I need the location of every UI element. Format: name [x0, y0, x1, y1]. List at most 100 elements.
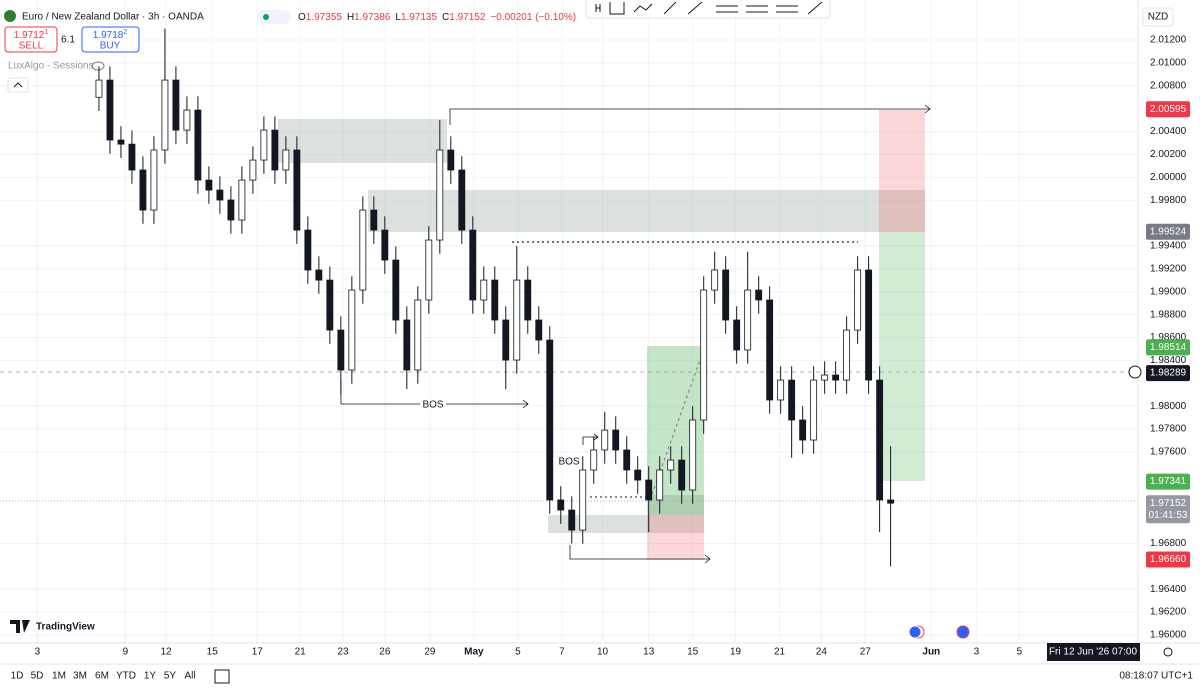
price-label-bg	[1146, 495, 1190, 524]
sell-price: 1.97121	[14, 29, 49, 41]
indicator: LuxAlgo - Sessions	[8, 61, 94, 72]
y-tick-label: 1.96800	[1150, 538, 1187, 549]
range-button[interactable]: 5Y	[164, 671, 177, 682]
candle-body	[128, 143, 136, 171]
zone	[650, 495, 704, 515]
y-tick-label: 1.98000	[1150, 401, 1187, 412]
candle-body	[348, 289, 356, 371]
candle-body	[194, 109, 202, 181]
price-label-bg	[1146, 223, 1190, 240]
price-label: 1.99524	[1150, 226, 1187, 237]
tool-icon[interactable]	[633, 3, 653, 13]
candle-body	[183, 109, 191, 131]
ohlc-key: L	[395, 12, 401, 23]
range-button[interactable]: 1D	[11, 671, 24, 682]
event-icon	[908, 625, 922, 639]
tool-icon[interactable]	[663, 1, 677, 15]
y-tick-label: 1.97800	[1150, 424, 1187, 435]
logo-icon	[10, 620, 30, 633]
x-tick-label: 27	[860, 647, 872, 658]
candle-body	[788, 379, 796, 421]
tool-icon[interactable]	[776, 5, 798, 13]
label-bg	[420, 398, 446, 410]
price-label: 1.96660	[1150, 554, 1187, 565]
event-icon	[956, 625, 970, 639]
candle-body	[403, 319, 411, 371]
candle-body	[854, 269, 862, 331]
collapse[interactable]	[7, 77, 29, 93]
sell-button[interactable]	[4, 26, 58, 53]
calendar-icon[interactable]	[214, 669, 230, 684]
status-dot	[263, 14, 269, 20]
x-tick-label: 12	[160, 647, 172, 658]
candle-body	[821, 374, 829, 381]
candle-body	[843, 329, 851, 381]
x-tick-label: 15	[687, 647, 699, 658]
candle-body	[271, 129, 279, 171]
ohlc-value: 1.97355	[306, 12, 343, 23]
symbol-icon	[4, 10, 16, 22]
candle-body	[337, 329, 345, 371]
tool-icon[interactable]	[716, 5, 738, 13]
price-label: 1.97152	[1150, 498, 1187, 509]
candles	[95, 28, 895, 567]
candle-body	[238, 179, 246, 221]
x-tick-label: 21	[295, 647, 307, 658]
y-tick-label: 1.98800	[1150, 309, 1187, 320]
candle-body	[139, 169, 147, 211]
candle-body	[722, 269, 730, 321]
tool-icon[interactable]	[609, 2, 625, 15]
settings-icon[interactable]	[1163, 647, 1173, 657]
range-button[interactable]: 5D	[31, 671, 44, 682]
stop-zone	[879, 110, 925, 232]
range-button[interactable]: All	[184, 671, 195, 682]
candle-body	[370, 209, 378, 231]
x-tick-label: Jun	[922, 647, 940, 658]
candle-body	[326, 279, 334, 331]
tool-icon[interactable]	[595, 4, 601, 12]
grid	[0, 0, 1138, 643]
candle-body	[359, 209, 367, 291]
currency-box[interactable]	[1142, 7, 1174, 27]
candle-body	[524, 279, 532, 321]
range-button[interactable]: 6M	[95, 671, 109, 682]
tool-icon[interactable]	[746, 5, 768, 13]
y-tick-label: 1.99400	[1150, 241, 1187, 252]
buy-button[interactable]	[81, 26, 140, 53]
countdown: 01:41:53	[1149, 510, 1188, 521]
candle-body	[766, 299, 774, 401]
range-button[interactable]: 3M	[73, 671, 87, 682]
right-axis: NZD	[1128, 0, 1174, 663]
candle-body	[513, 279, 521, 361]
candle-body	[634, 469, 642, 481]
clock: 08:18:07 UTC+1	[1119, 671, 1193, 682]
tool-icon[interactable]	[687, 1, 703, 15]
candle-body	[106, 79, 114, 141]
x-tick-label: May	[464, 647, 484, 658]
currency: NZD	[1148, 12, 1169, 23]
toolbar	[585, 0, 831, 19]
range-button[interactable]: 1Y	[144, 671, 157, 682]
range-button[interactable]: 1M	[52, 671, 66, 682]
y-tick-label: 1.99800	[1150, 195, 1187, 206]
crosshair-plus[interactable]	[1128, 365, 1142, 379]
eye-icon[interactable]	[91, 61, 105, 71]
x-tick-label: 26	[379, 647, 391, 658]
candle-body	[799, 419, 807, 441]
candle-body	[161, 79, 169, 151]
ohlc-value: 1.97152	[449, 12, 486, 23]
candle-body	[711, 269, 719, 291]
events	[908, 625, 970, 639]
annotation: BOS	[558, 457, 579, 468]
tool-icon[interactable]	[807, 1, 823, 15]
y-tick-label: 2.00000	[1150, 172, 1187, 183]
candle-body	[491, 279, 499, 321]
range-button[interactable]: YTD	[116, 671, 136, 682]
x-tick-label: 10	[597, 647, 609, 658]
candle-body	[777, 379, 785, 401]
ohlc-key: H	[347, 12, 354, 23]
candle-body	[436, 149, 444, 241]
candle-body	[304, 229, 312, 271]
price-label-bg	[1146, 551, 1190, 568]
